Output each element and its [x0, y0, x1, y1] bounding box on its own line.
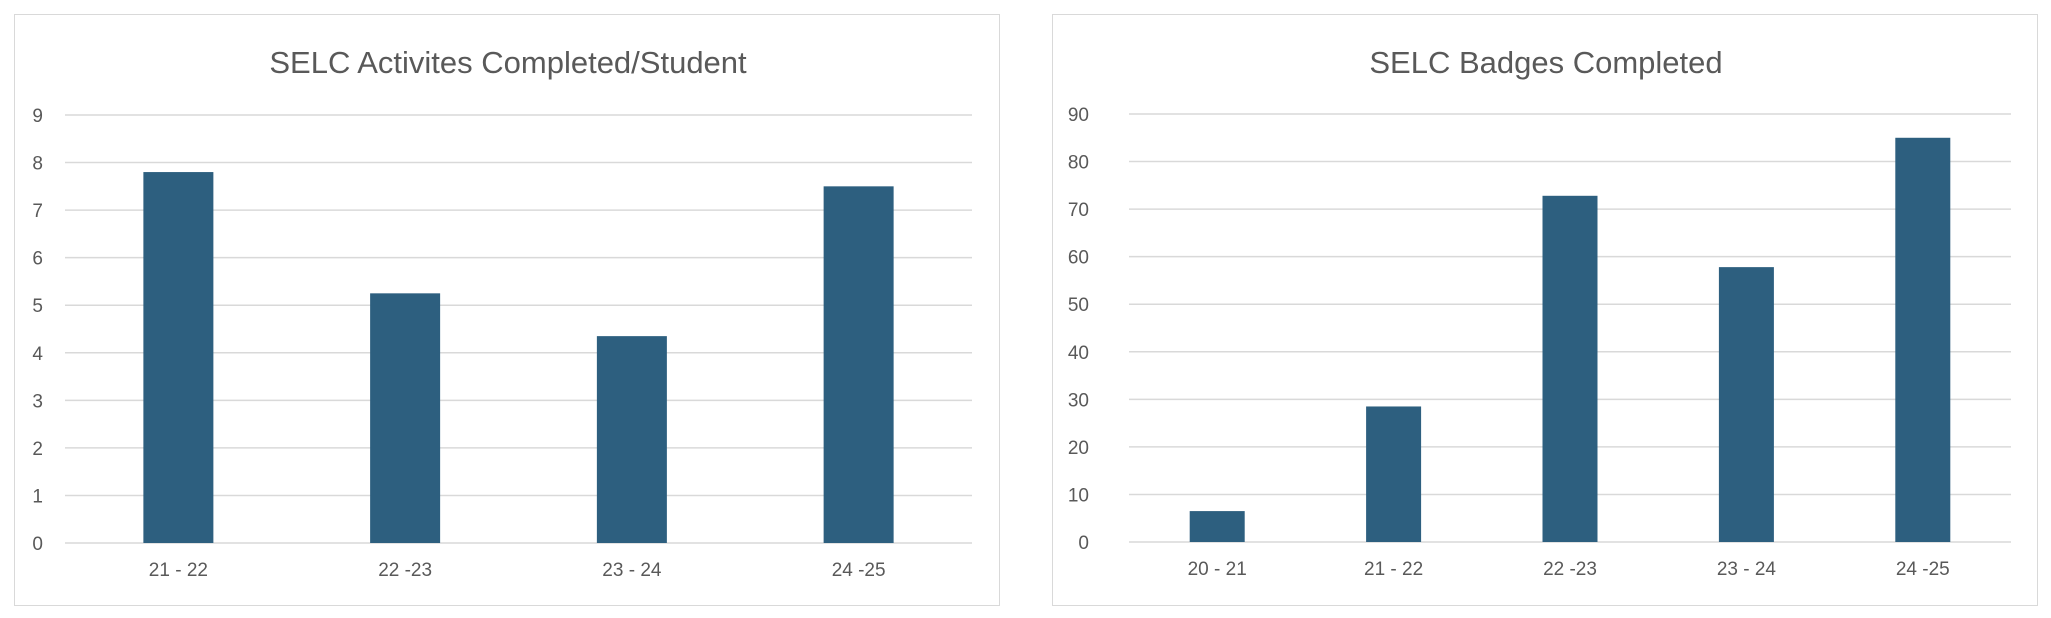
y-tick-label: 2: [32, 439, 43, 460]
y-tick-label: 10: [1068, 485, 1089, 506]
chart-activities-svg: SELC Activites Completed/Student 0 1 2 3 4 5 6…: [32, 45, 972, 581]
bar: [1718, 267, 1774, 542]
y-tick-label: 20: [1068, 438, 1089, 459]
y-tick-label: 9: [32, 106, 43, 127]
y-tick-label: 50: [1068, 295, 1089, 316]
y-tick-label: 6: [32, 249, 43, 270]
x-tick-label: 23 - 24: [602, 560, 662, 581]
x-tick-label: 22 -23: [378, 560, 432, 581]
y-tick-label: 4: [32, 344, 43, 365]
x-tick-label: 23 - 24: [1717, 559, 1777, 580]
y-tick-label: 3: [32, 391, 43, 412]
y-tick-label: 70: [1068, 200, 1089, 221]
x-tick-label: 24 -25: [832, 560, 886, 581]
y-tick-label: 5: [32, 296, 43, 317]
bar: [1366, 406, 1422, 542]
bar: [143, 172, 214, 544]
y-tick-label: 80: [1068, 153, 1089, 174]
chart-title: SELC Badges Completed: [1369, 45, 1722, 80]
bar: [823, 186, 894, 544]
bar: [596, 336, 667, 543]
chart-badges-svg: SELC Badges Completed 0 10 20 30 40 50 60 70 80 9…: [1068, 45, 2011, 580]
y-tick-label: 90: [1068, 105, 1089, 126]
y-tick-label: 40: [1068, 343, 1089, 364]
x-tick-label: 21 - 22: [149, 560, 208, 581]
x-tick-label: 20 - 21: [1188, 559, 1247, 580]
y-tick-label: 8: [32, 154, 43, 175]
chart-title: SELC Activites Completed/Student: [269, 45, 747, 80]
y-tick-label: 1: [32, 486, 43, 507]
chart-badges-completed: SELC Badges Completed 0 10 20 30 40 50 60 70 80 9…: [1052, 14, 2038, 606]
x-tick-label: 21 - 22: [1364, 559, 1423, 580]
chart-activities-per-student: SELC Activites Completed/Student 0 1 2 3 4 5 6…: [14, 14, 1000, 606]
bar: [1189, 511, 1245, 542]
y-tick-label: 60: [1068, 248, 1089, 269]
y-tick-label: 0: [1078, 533, 1089, 554]
x-tick-label: 24 -25: [1896, 559, 1950, 580]
bar: [1542, 195, 1598, 542]
bar: [370, 293, 441, 543]
y-tick-label: 30: [1068, 390, 1089, 411]
y-tick-label: 0: [32, 534, 43, 555]
bar: [1895, 137, 1951, 542]
y-tick-label: 7: [32, 201, 43, 222]
x-tick-label: 22 -23: [1543, 559, 1597, 580]
